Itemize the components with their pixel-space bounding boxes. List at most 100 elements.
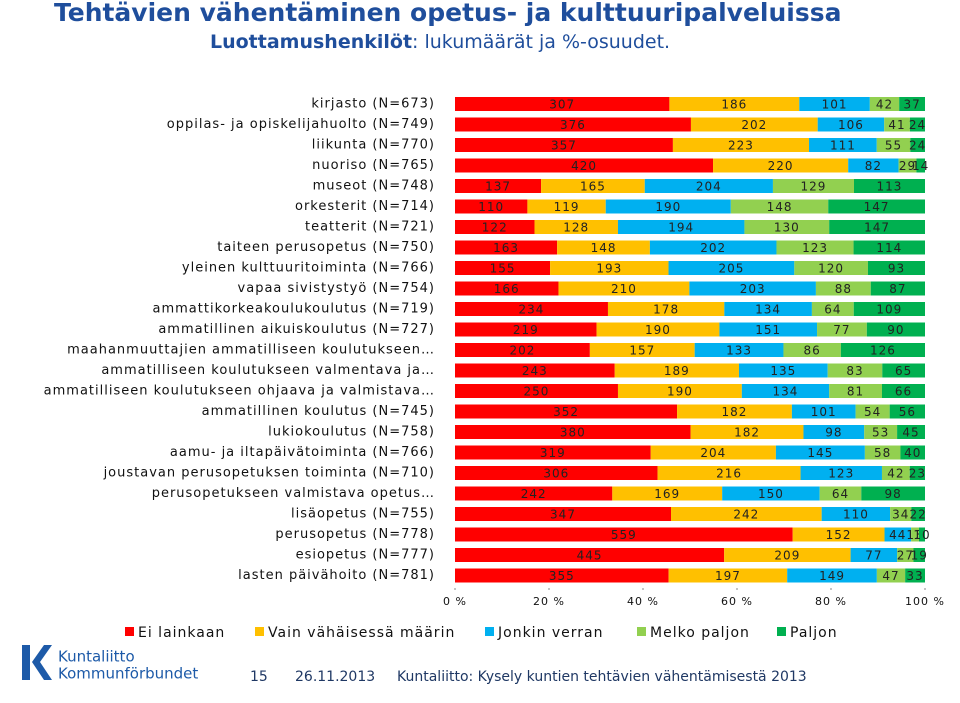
bar-segment [910, 138, 925, 152]
bar-segment [677, 404, 792, 419]
y-tick-label: yleinen kulttuuritoiminta (N=766) [182, 261, 435, 276]
legend-label: Vain vähäisessä määrin [268, 625, 455, 641]
bar-segment [455, 384, 618, 398]
value-label: 189 [664, 364, 690, 378]
legend-swatch [485, 627, 494, 636]
page-number: 15 [250, 669, 268, 685]
value-label: 190 [655, 200, 681, 214]
bar-segment [884, 117, 910, 132]
value-label: 202 [700, 241, 726, 255]
bar-segment [876, 138, 911, 152]
bar-segment [870, 281, 925, 296]
bar-segment [689, 281, 816, 296]
y-tick-label: ammattikorkeakoulukoulutus (N=719) [153, 302, 436, 317]
bar-segment [911, 507, 925, 521]
value-label: 307 [549, 98, 575, 112]
value-label: 357 [551, 139, 577, 153]
date: 26.11.2013 [295, 669, 375, 685]
value-label: 42 [876, 98, 893, 112]
y-tick-label: joustavan perusopetuksen toiminta (N=710… [103, 466, 435, 481]
bar-segment [455, 220, 535, 234]
y-tick-label: perusopetukseen valmistava opetus… [152, 486, 435, 501]
bar-segment [848, 158, 899, 173]
value-label: 163 [493, 241, 519, 255]
bar-segment [455, 466, 658, 480]
bar-segment [864, 425, 898, 439]
value-label: 216 [716, 467, 742, 481]
bar-segment [455, 548, 725, 562]
logo: Kuntaliitto Kommunförbundet [22, 645, 198, 683]
value-label: 34 [892, 508, 909, 522]
bar-segment [455, 568, 669, 583]
value-label: 190 [645, 323, 671, 337]
value-label: 130 [774, 221, 800, 235]
value-label: 37 [903, 98, 920, 112]
bar-segment [455, 363, 615, 378]
bar-segment [612, 486, 723, 501]
value-label: 24 [909, 139, 926, 153]
value-label: 111 [830, 139, 856, 153]
value-label: 106 [838, 118, 864, 132]
bar-segment [617, 220, 745, 234]
value-label: 65 [895, 364, 912, 378]
value-label: 90 [887, 323, 904, 337]
y-tick-label: teatterit (N=721) [305, 220, 435, 235]
y-tick-label: lukiokoulutus (N=758) [268, 425, 435, 440]
value-label: 352 [553, 405, 579, 419]
bar-segment [455, 527, 793, 542]
bar-segment [897, 548, 914, 562]
bar-segment [876, 568, 906, 583]
value-label: 58 [874, 446, 891, 460]
source: Kuntaliitto: Kysely kuntien tehtävien vä… [397, 669, 807, 685]
logo-mark [22, 645, 52, 680]
bar-segment [668, 261, 795, 275]
bar-segment [815, 281, 871, 296]
value-label: 123 [802, 241, 828, 255]
bar-segment [649, 240, 777, 255]
value-label: 223 [728, 139, 754, 153]
value-label: 83 [846, 364, 863, 378]
value-label: 82 [865, 159, 882, 173]
bar-segment [550, 261, 669, 275]
value-label: 24 [909, 118, 926, 132]
bar-segment [897, 425, 925, 439]
bar-segment [853, 240, 925, 255]
value-label: 445 [577, 549, 603, 563]
y-tick-label: aamu- ja iltapäivätoiminta (N=766) [170, 445, 435, 460]
value-label: 376 [560, 118, 586, 132]
value-label: 53 [872, 426, 889, 440]
value-label: 55 [885, 139, 902, 153]
bar-segment [864, 445, 901, 460]
bar-segment [909, 466, 925, 480]
value-label: 155 [490, 262, 516, 276]
chart-subtitle: Luottamushenkilöt: lukumäärät ja %-osuud… [210, 31, 670, 53]
bar-segment [719, 322, 818, 337]
value-label: 186 [721, 98, 747, 112]
value-label: 29 [899, 159, 916, 173]
x-tick-label: 100 % [905, 595, 945, 608]
bar-segment [527, 199, 606, 214]
bar-segment [694, 343, 784, 357]
bar-segment [850, 548, 898, 562]
value-label: 134 [773, 385, 799, 399]
value-label: 151 [755, 323, 781, 337]
y-tick-label: ammatilliseen koulutukseen valmentava ja… [101, 363, 435, 378]
bar-segment [884, 527, 912, 542]
bar-segment [672, 138, 810, 152]
bar-segment [909, 117, 925, 132]
chart-title: Tehtävien vähentäminen opetus- ja kulttu… [54, 0, 841, 27]
value-label: 98 [885, 487, 902, 501]
value-label: 113 [877, 180, 903, 194]
value-label: 40 [904, 446, 921, 460]
bar-segment [744, 220, 830, 234]
bar-segment [730, 199, 829, 214]
y-tick-label: lasten päivähoito (N=781) [238, 568, 435, 583]
value-label: 243 [522, 364, 548, 378]
bar-segment [596, 322, 720, 337]
bar-segment [853, 179, 925, 193]
value-label: 149 [819, 569, 845, 583]
bar-segment [455, 343, 590, 357]
bar-segment [455, 404, 678, 419]
bar-segment [882, 363, 925, 378]
value-label: 81 [847, 385, 864, 399]
